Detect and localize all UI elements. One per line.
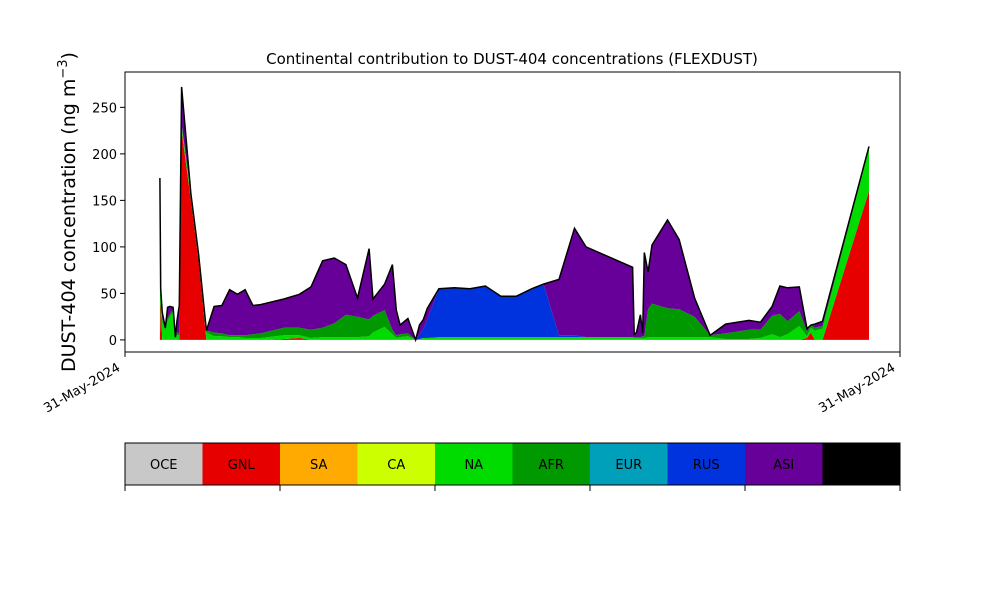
legend-swatch-na: [435, 443, 513, 485]
y-axis-label-superscript: −3: [56, 59, 71, 78]
total-outline-layer: [159, 86, 870, 343]
legend-swatch-sa: [280, 443, 358, 485]
legend-label-sa: SA: [310, 458, 327, 473]
y-tick-label: 200: [92, 148, 117, 163]
y-axis-label-main: DUST-404 concentration (ng m: [58, 79, 80, 372]
plot-frame: [124, 71, 901, 353]
legend-swatch-oce: [125, 443, 203, 485]
area-asi: [159, 86, 869, 340]
legend-swatch-rus: [667, 443, 745, 485]
legend-label-afr: AFR: [539, 458, 564, 473]
legend-swatch-gnl: [202, 443, 280, 485]
legend-label-asi: ASI: [773, 458, 794, 473]
x-axis: 31-May-2024 31-May-2024: [41, 352, 901, 416]
legend-label-oce: OCE: [150, 458, 178, 473]
chart-title: Continental contribution to DUST-404 con…: [266, 50, 758, 68]
y-tick-label: 100: [92, 241, 117, 256]
x-tick-label: 31-May-2024: [41, 360, 123, 416]
area-series-layer: [159, 86, 869, 340]
legend-label-rus: RUS: [693, 458, 720, 473]
y-tick-label: 0: [109, 334, 117, 349]
y-axis-label-close: ): [58, 52, 80, 59]
legend-swatch-ca: [357, 443, 435, 485]
total-outline: [159, 86, 870, 343]
legend-label-ca: CA: [387, 458, 405, 473]
legend-label-gnl: GNL: [228, 458, 256, 473]
legend-label-eur: EUR: [615, 458, 642, 473]
y-tick-label: 150: [92, 194, 117, 209]
legend-swatch-afr: [512, 443, 590, 485]
y-tick-label: 250: [92, 101, 117, 116]
x-tick-label: 31-May-2024: [816, 360, 898, 416]
legend-label-aus: AUS: [848, 458, 875, 473]
y-axis-label: DUST-404 concentration (ng m−3): [56, 52, 80, 372]
y-tick-label: 50: [100, 287, 117, 302]
legend-swatch-asi: [745, 443, 823, 485]
legend: OCE GNL SA CA NA AFR EUR RUS ASI AUS: [124, 442, 901, 491]
legend-swatch-eur: [590, 443, 668, 485]
legend-label-na: NA: [464, 458, 483, 473]
legend-swatch-aus: [822, 443, 900, 485]
y-axis: 0 50 100 150 200 250: [92, 101, 125, 349]
legend-frame: [124, 442, 901, 486]
area-afr: [159, 124, 869, 340]
